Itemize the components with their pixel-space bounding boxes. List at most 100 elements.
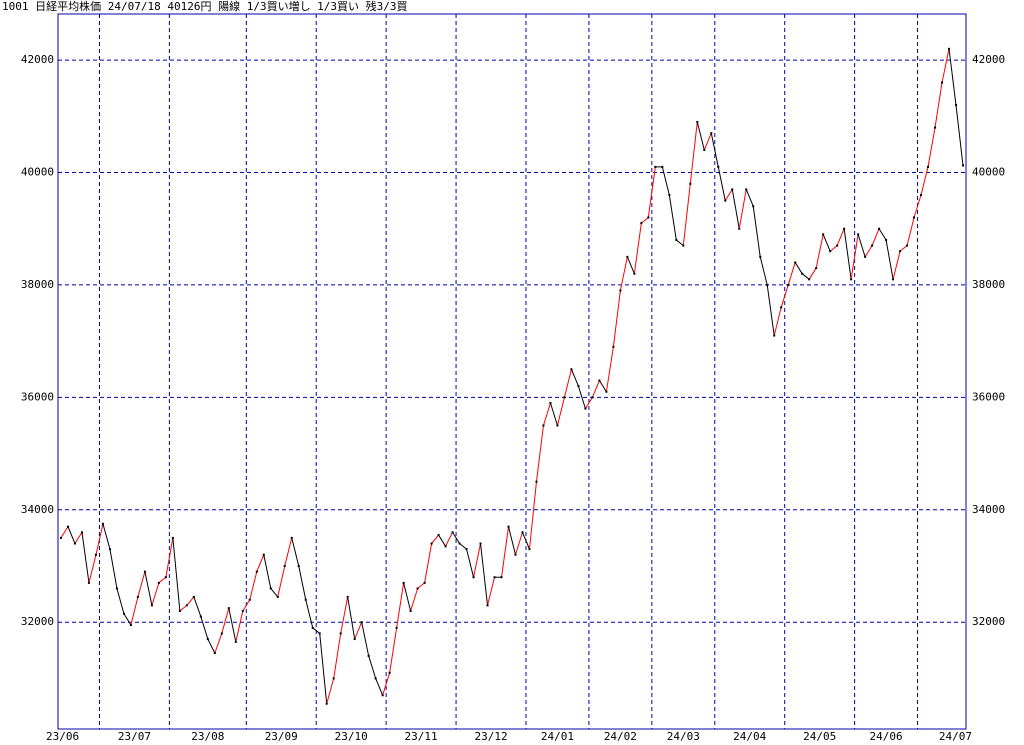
line-segment [480, 543, 489, 606]
y-tick-label: 40000 [21, 166, 54, 179]
data-point [584, 407, 587, 410]
data-point [934, 126, 937, 129]
data-point [787, 283, 790, 286]
line-segment [745, 189, 754, 207]
line-segment [291, 537, 300, 567]
data-point [612, 345, 615, 348]
line-segment [556, 397, 565, 426]
data-point [514, 553, 517, 556]
data-point [535, 480, 538, 483]
line-segment [626, 256, 635, 274]
line-segment [403, 582, 412, 612]
data-point [199, 615, 202, 618]
line-segment [130, 596, 139, 626]
line-segment [249, 571, 258, 600]
data-point [367, 654, 370, 657]
line-segment [515, 532, 523, 555]
data-point [528, 548, 531, 551]
y-tick-label: 38000 [21, 278, 54, 291]
y-tick-label-right: 34000 [972, 503, 1005, 516]
y-tick-label-right: 32000 [972, 615, 1005, 628]
data-point [213, 652, 216, 655]
data-point [178, 609, 181, 612]
line-segment [850, 234, 859, 280]
data-point [794, 261, 797, 264]
data-point [171, 536, 174, 539]
line-segment [794, 262, 803, 274]
line-segment [752, 206, 761, 257]
x-tick-label: 24/01 [541, 730, 574, 743]
data-point [374, 677, 377, 680]
data-point [773, 334, 776, 337]
line-segment [270, 588, 279, 598]
line-segment [934, 82, 943, 128]
line-segment [703, 132, 712, 151]
line-segment [773, 307, 782, 336]
line-segment [941, 48, 950, 83]
line-segment [109, 549, 118, 589]
line-segment [305, 599, 314, 628]
data-point [766, 283, 769, 286]
line-segment [242, 599, 251, 612]
line-segment [766, 284, 775, 336]
line-segment [102, 523, 111, 550]
line-segment [836, 228, 845, 246]
data-point [269, 587, 272, 590]
y-tick-label-right: 42000 [972, 53, 1005, 66]
data-point [115, 587, 118, 590]
data-point [66, 525, 69, 528]
line-segment [165, 537, 174, 578]
x-tick-label: 24/04 [733, 730, 766, 743]
line-segment [955, 105, 964, 166]
line-segment [682, 183, 691, 246]
line-segment [361, 622, 370, 657]
data-point [892, 278, 895, 281]
data-point [381, 694, 384, 697]
line-segment [641, 217, 649, 224]
line-segment [528, 481, 537, 550]
data-point [395, 626, 398, 629]
data-point [850, 278, 853, 281]
data-point [955, 104, 958, 107]
data-point [290, 536, 293, 539]
data-point [479, 542, 482, 545]
data-point [927, 165, 930, 168]
y-tick-label-right: 40000 [972, 166, 1005, 179]
data-point [465, 548, 468, 551]
line-segment [340, 596, 349, 634]
x-tick-label: 23/11 [405, 730, 438, 743]
data-point [738, 227, 741, 230]
line-segment [508, 526, 516, 555]
line-segment [354, 622, 363, 640]
data-point [325, 702, 328, 705]
line-segment [172, 537, 181, 612]
data-point [619, 289, 622, 292]
line-segment [563, 369, 572, 398]
line-segment [424, 543, 433, 583]
data-point [829, 250, 832, 253]
data-point [696, 120, 699, 123]
line-segment [368, 655, 377, 679]
line-segment [67, 526, 76, 544]
line-segment [612, 290, 621, 347]
data-point [941, 81, 944, 84]
data-point [885, 238, 888, 241]
chart-title: 1001 日経平均株価 24/07/18 40126円 陽線 1/3買い増し 1… [2, 0, 408, 13]
line-segment [676, 239, 684, 246]
data-point [591, 396, 594, 399]
line-segment [333, 633, 342, 679]
data-point [759, 255, 762, 258]
data-point [262, 553, 265, 556]
data-point [689, 182, 692, 185]
data-point [437, 534, 440, 537]
line-segment [822, 234, 831, 252]
data-point [948, 47, 951, 50]
line-segment [319, 633, 328, 704]
data-point [416, 587, 419, 590]
line-segment [864, 245, 873, 258]
data-point [143, 570, 146, 573]
line-segment [633, 223, 642, 274]
line-segment [913, 194, 922, 218]
line-segment [591, 380, 600, 398]
